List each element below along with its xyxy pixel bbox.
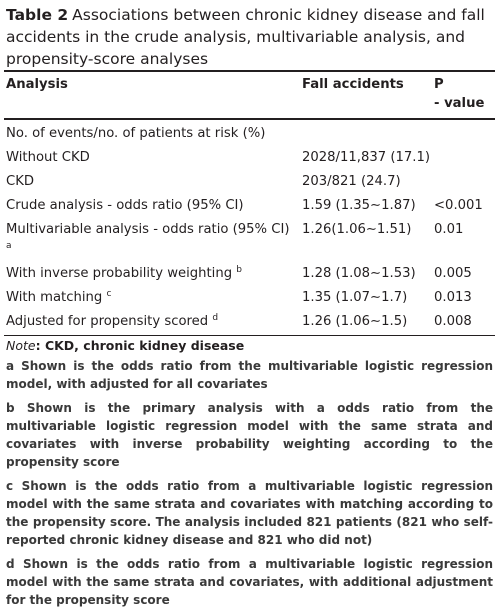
table-row: With inverse probability weighting b 1.28… bbox=[4, 262, 495, 286]
p-cell: <0.001 bbox=[434, 198, 483, 213]
footnote-marker: d bbox=[212, 313, 219, 323]
fall-cell: 1.28 (1.08∼1.53) bbox=[302, 266, 416, 281]
header-analysis: Analysis bbox=[4, 70, 300, 120]
note: Note: CKD, chronic kidney disease bbox=[4, 336, 495, 357]
analysis-cell: Without CKD bbox=[4, 146, 300, 170]
note-text: : CKD, chronic kidney disease bbox=[35, 338, 245, 353]
fall-cell: 2028/11,837 (17.1) bbox=[302, 150, 430, 165]
table-row: Multivariable analysis - odds ratio (95%… bbox=[4, 218, 495, 262]
analysis-cell: Multivariable analysis - odds ratio (95%… bbox=[4, 218, 300, 262]
table-row: Crude analysis - odds ratio (95% CI) 1.59… bbox=[4, 194, 495, 218]
analysis-label: Crude analysis - odds ratio (95% CI) bbox=[6, 198, 244, 213]
p-cell: 0.005 bbox=[434, 266, 472, 281]
fall-cell bbox=[300, 119, 432, 146]
table-row: Adjusted for propensity scored d 1.26 (1.… bbox=[4, 310, 495, 336]
footnote: a Shown is the odds ratio from the multi… bbox=[6, 359, 493, 391]
footnote: b Shown is the primary analysis with a o… bbox=[6, 401, 493, 469]
table-title: Table 2 Associations between chronic kidn… bbox=[4, 4, 495, 70]
fall-cell: 1.26(1.06∼1.51) bbox=[302, 222, 412, 237]
fall-cell: 1.35 (1.07∼1.7) bbox=[302, 290, 408, 305]
table-header: Analysis Fall accidents P - value bbox=[4, 70, 495, 120]
table-number: Table 2 bbox=[6, 6, 69, 24]
analysis-label: Adjusted for propensity scored bbox=[6, 314, 209, 329]
footnotes: a Shown is the odds ratio from the multi… bbox=[4, 357, 495, 609]
analysis-label: With matching bbox=[6, 290, 103, 305]
analysis-label: With inverse probability weighting bbox=[6, 266, 233, 281]
table-row: With matching c 1.35 (1.07∼1.7) 0.013 bbox=[4, 286, 495, 310]
fall-cell: 1.59 (1.35∼1.87) bbox=[302, 198, 416, 213]
footnote-marker: c bbox=[106, 289, 112, 299]
analysis-label: No. of events/no. of patients at risk (%… bbox=[6, 126, 266, 141]
fall-cell: 203/821 (24.7) bbox=[302, 174, 401, 189]
header-p-main: P bbox=[434, 77, 444, 92]
analysis-cell: With matching c bbox=[4, 286, 300, 310]
analysis-cell: CKD bbox=[4, 170, 300, 194]
title-text: Associations between chronic kidney dise… bbox=[6, 6, 485, 68]
p-cell: 0.01 bbox=[434, 222, 464, 237]
table-body: No. of events/no. of patients at risk (%… bbox=[4, 119, 495, 336]
p-cell bbox=[432, 119, 495, 146]
fall-cell: 1.26 (1.06∼1.5) bbox=[300, 310, 432, 336]
table-row: No. of events/no. of patients at risk (%… bbox=[4, 119, 495, 146]
header-row: Analysis Fall accidents P - value bbox=[4, 70, 495, 120]
analysis-cell: Crude analysis - odds ratio (95% CI) bbox=[4, 194, 300, 218]
footnote: d Shown is the odds ratio from a multiva… bbox=[6, 557, 493, 607]
note-label: Note bbox=[6, 338, 36, 353]
p-cell bbox=[432, 146, 495, 170]
footnote: c Shown is the odds ratio from a multiva… bbox=[6, 479, 493, 547]
analysis-label: Without CKD bbox=[6, 150, 90, 165]
p-cell: 0.008 bbox=[432, 310, 495, 336]
table-row: CKD 203/821 (24.7) bbox=[4, 170, 495, 194]
analysis-cell: Adjusted for propensity scored d bbox=[4, 310, 300, 336]
results-table: Analysis Fall accidents P - value No. of … bbox=[4, 70, 495, 336]
analysis-label: CKD bbox=[6, 174, 35, 189]
table-row: Without CKD 2028/11,837 (17.1) bbox=[4, 146, 495, 170]
footnote-marker: b bbox=[236, 265, 243, 275]
analysis-cell: With inverse probability weighting b bbox=[4, 262, 300, 286]
header-p-sub: - value bbox=[434, 96, 485, 111]
analysis-label: Multivariable analysis - odds ratio (95%… bbox=[6, 222, 290, 237]
analysis-cell: No. of events/no. of patients at risk (%… bbox=[4, 119, 300, 146]
header-p: P - value bbox=[432, 70, 495, 120]
footnote-marker: a bbox=[6, 241, 12, 251]
p-cell: 0.013 bbox=[434, 290, 472, 305]
header-fall: Fall accidents bbox=[300, 70, 432, 120]
p-cell bbox=[432, 170, 495, 194]
